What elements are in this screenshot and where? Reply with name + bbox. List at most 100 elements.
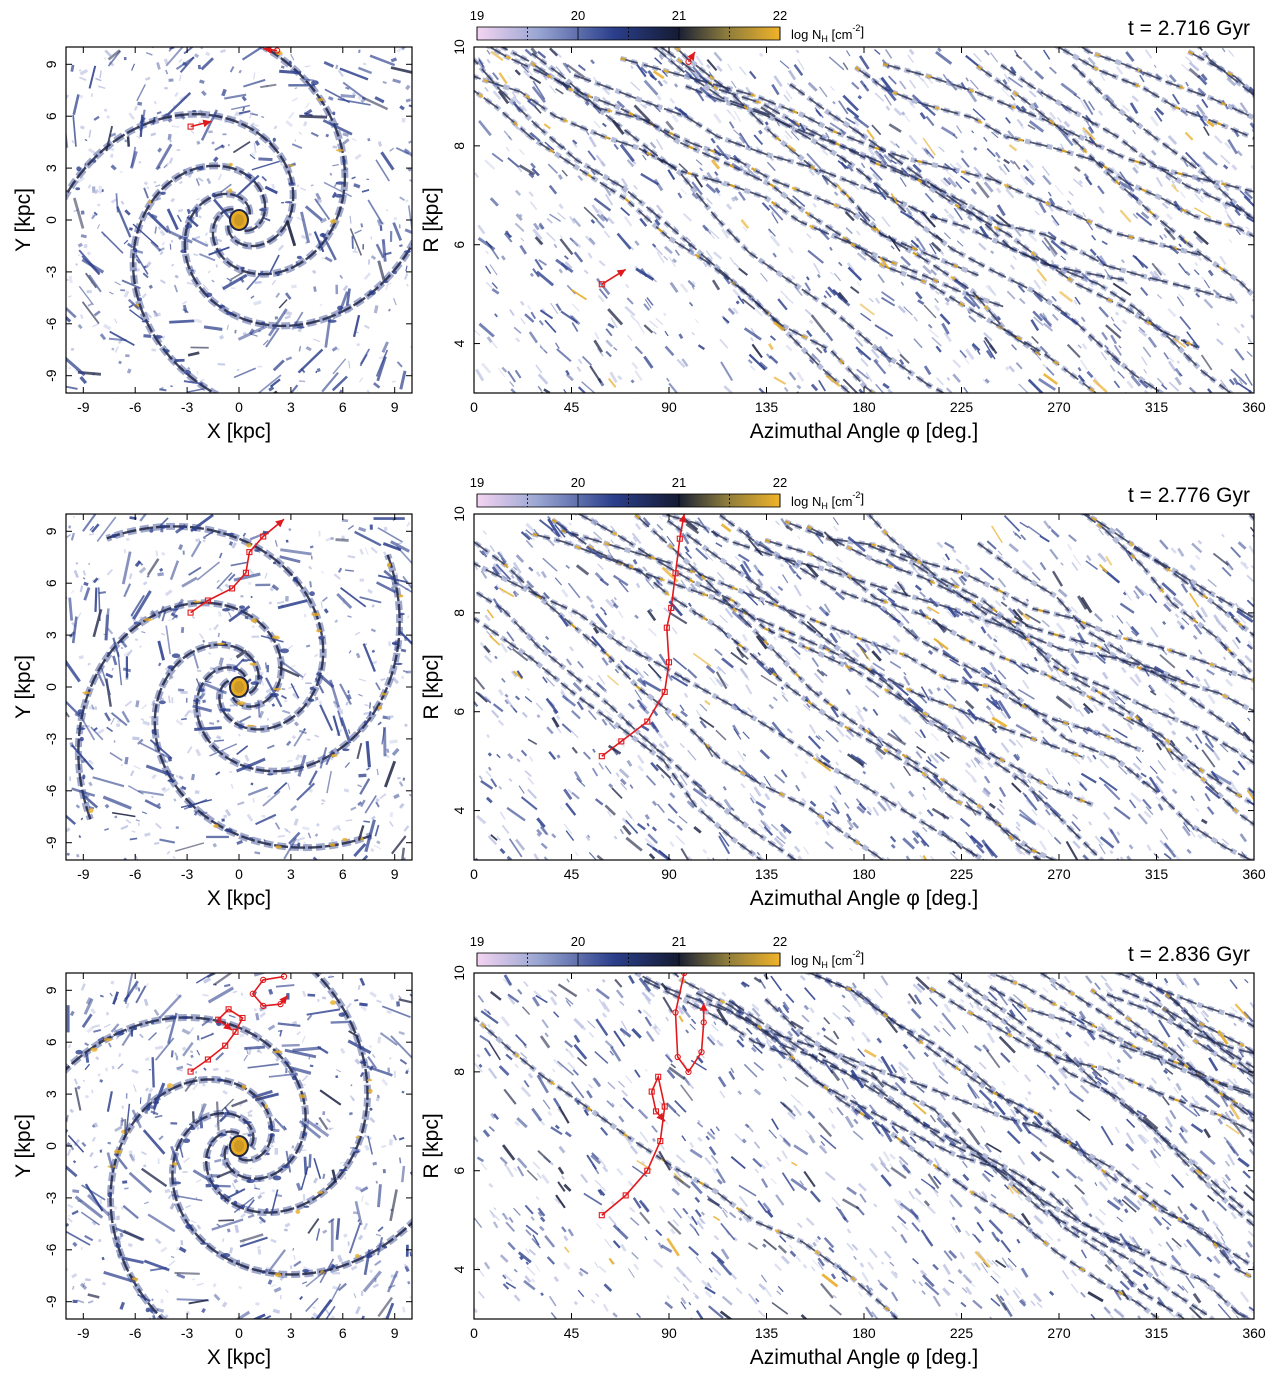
gas-speck xyxy=(587,710,597,721)
gas-filament xyxy=(277,1022,301,1028)
gas-streak xyxy=(555,88,564,95)
gas-streak xyxy=(538,259,547,266)
gas-streak xyxy=(1246,599,1254,612)
gas-speck xyxy=(688,1302,692,1306)
gas-speck xyxy=(501,366,508,373)
gas-streak xyxy=(1045,366,1055,376)
gas-speck xyxy=(1074,642,1078,646)
gas-streak xyxy=(777,298,788,311)
gas-speck xyxy=(1222,164,1229,170)
gas-speck xyxy=(1195,1100,1200,1106)
gas-speck xyxy=(991,728,998,734)
arm-filament xyxy=(1000,64,1254,221)
gas-speck xyxy=(980,295,985,300)
gas-speck xyxy=(857,94,863,100)
gas-speck xyxy=(594,1179,602,1187)
x-tick-label: -6 xyxy=(129,1325,142,1341)
gas-speck xyxy=(72,515,75,519)
gas-speck xyxy=(351,92,357,97)
gas-speck xyxy=(288,527,292,532)
gas-speck xyxy=(536,828,543,836)
gas-speck xyxy=(498,367,506,378)
gas-clump xyxy=(145,1307,150,1313)
gas-speck xyxy=(1203,298,1214,309)
gas-speck xyxy=(389,993,395,1001)
gas-streak xyxy=(577,64,586,72)
gas-streak xyxy=(607,308,624,326)
gas-speck xyxy=(216,579,220,583)
gas-speck xyxy=(532,228,543,241)
gas-filament xyxy=(169,319,195,324)
gas-filament xyxy=(260,635,284,643)
gas-speck xyxy=(860,162,866,169)
gas-streak xyxy=(922,137,936,156)
gas-speck xyxy=(1212,1255,1221,1265)
gas-clump xyxy=(150,1019,154,1025)
gas-speck xyxy=(708,1267,713,1273)
gas-speck xyxy=(929,753,940,764)
gas-speck xyxy=(679,742,685,749)
gas-speck xyxy=(474,1062,483,1073)
gas-speck xyxy=(590,604,596,609)
gas-clump xyxy=(192,110,197,113)
gas-filament xyxy=(239,1233,264,1243)
gas-speck xyxy=(286,310,291,315)
gas-speck xyxy=(510,388,517,393)
gas-speck xyxy=(1189,724,1195,732)
gas-speck xyxy=(221,640,227,644)
gas-speck xyxy=(783,387,789,393)
gas-streak xyxy=(989,723,997,731)
gas-speck xyxy=(1120,666,1127,674)
gas-speck xyxy=(248,1267,253,1273)
gas-streak xyxy=(583,206,598,221)
gas-streak xyxy=(595,613,608,628)
gas-speck xyxy=(742,753,747,757)
gas-speck xyxy=(195,178,200,186)
gas-speck xyxy=(600,161,606,168)
gas-speck xyxy=(1018,1170,1028,1180)
gas-speck xyxy=(824,132,830,139)
gas-speck xyxy=(347,1241,350,1246)
gas-streak xyxy=(679,674,685,681)
gas-speck xyxy=(624,305,636,317)
gas-speck xyxy=(587,834,591,839)
gas-speck xyxy=(155,184,161,188)
gas-speck xyxy=(160,1246,168,1253)
gas-speck xyxy=(168,675,174,680)
gas-speck xyxy=(318,530,321,537)
gas-speck xyxy=(331,1127,334,1130)
gas-speck xyxy=(364,703,369,707)
gas-speck xyxy=(203,1067,207,1071)
gas-speck xyxy=(634,345,644,355)
gas-speck xyxy=(776,122,781,127)
gas-streak xyxy=(1207,388,1218,393)
gas-streak xyxy=(711,279,721,291)
gas-filament xyxy=(216,1169,235,1179)
gas-speck xyxy=(525,529,533,536)
gas-speck xyxy=(890,245,895,250)
gas-speck xyxy=(373,844,382,850)
gas-streak xyxy=(625,819,639,834)
gas-speck xyxy=(1057,1221,1063,1228)
gas-filament xyxy=(293,1260,302,1267)
gas-speck xyxy=(1088,100,1096,111)
gas-streak xyxy=(1201,98,1209,109)
gas-speck xyxy=(325,133,330,138)
gas-streak xyxy=(589,365,602,384)
gas-speck xyxy=(864,643,871,651)
gas-filament xyxy=(161,611,167,622)
gas-speck xyxy=(1131,630,1138,637)
gas-speck xyxy=(228,541,234,546)
gas-speck xyxy=(721,1295,733,1306)
gas-speck xyxy=(165,1289,169,1293)
gas-speck xyxy=(80,234,87,239)
gas-speck xyxy=(808,169,815,177)
phi-tick-label: 90 xyxy=(661,399,677,415)
gas-speck xyxy=(1121,104,1130,113)
gas-speck xyxy=(930,269,938,276)
gas-speck xyxy=(1047,245,1057,258)
gas-speck xyxy=(669,841,675,848)
gas-speck xyxy=(531,996,541,1007)
gas-speck xyxy=(1098,206,1105,214)
gas-speck xyxy=(687,67,698,79)
